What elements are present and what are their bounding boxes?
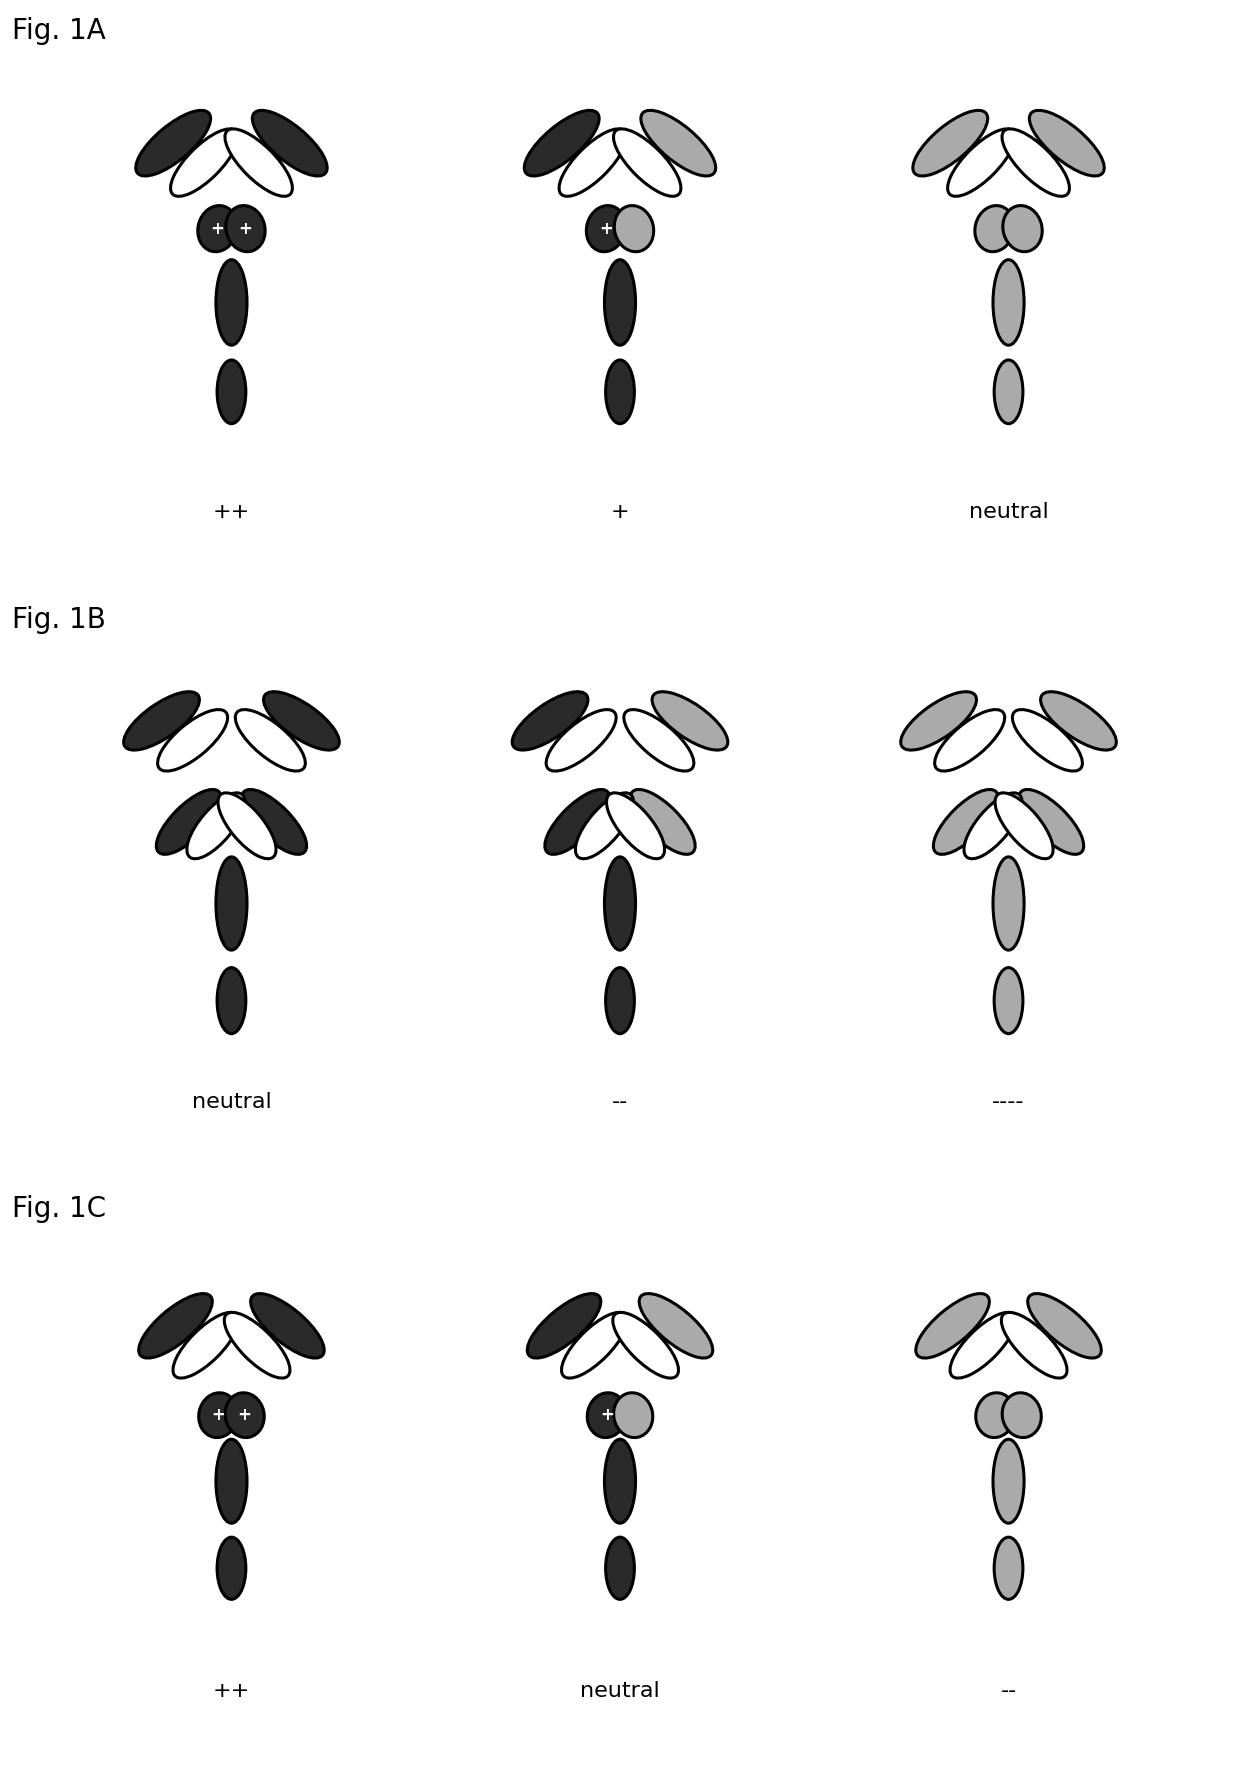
- Ellipse shape: [224, 1313, 290, 1379]
- Text: ----: ----: [992, 1091, 1024, 1111]
- Ellipse shape: [198, 1393, 238, 1438]
- Ellipse shape: [916, 1293, 990, 1357]
- Ellipse shape: [614, 1393, 652, 1438]
- Ellipse shape: [527, 1293, 601, 1357]
- Text: --: --: [1001, 1681, 1017, 1700]
- Ellipse shape: [994, 968, 1023, 1034]
- Ellipse shape: [512, 691, 588, 750]
- Ellipse shape: [993, 1440, 1024, 1523]
- Ellipse shape: [1028, 1293, 1101, 1357]
- Ellipse shape: [546, 709, 616, 772]
- Ellipse shape: [1002, 129, 1069, 196]
- Ellipse shape: [976, 1393, 1014, 1438]
- Ellipse shape: [139, 1293, 212, 1357]
- Text: +: +: [238, 1406, 252, 1423]
- Ellipse shape: [913, 111, 988, 177]
- Ellipse shape: [242, 789, 306, 854]
- Text: +: +: [238, 220, 253, 238]
- Text: neutral: neutral: [580, 1681, 660, 1700]
- Text: +: +: [599, 220, 613, 238]
- Ellipse shape: [216, 1440, 247, 1523]
- Ellipse shape: [226, 205, 265, 252]
- Ellipse shape: [630, 789, 696, 854]
- Ellipse shape: [264, 691, 340, 750]
- Ellipse shape: [614, 129, 681, 196]
- Ellipse shape: [950, 1313, 1016, 1379]
- Ellipse shape: [604, 259, 636, 345]
- Ellipse shape: [1029, 111, 1105, 177]
- Ellipse shape: [216, 857, 247, 950]
- Ellipse shape: [639, 1293, 713, 1357]
- Ellipse shape: [605, 968, 635, 1034]
- Ellipse shape: [172, 1313, 238, 1379]
- Ellipse shape: [575, 793, 634, 859]
- Ellipse shape: [1002, 1393, 1042, 1438]
- Ellipse shape: [217, 968, 246, 1034]
- Ellipse shape: [606, 793, 665, 859]
- Ellipse shape: [124, 691, 200, 750]
- Ellipse shape: [1040, 691, 1116, 750]
- Ellipse shape: [641, 111, 715, 177]
- Text: +: +: [610, 502, 630, 522]
- Ellipse shape: [525, 111, 599, 177]
- Ellipse shape: [994, 1538, 1023, 1598]
- Ellipse shape: [934, 789, 998, 854]
- Text: Fig. 1B: Fig. 1B: [12, 605, 107, 634]
- Ellipse shape: [1002, 1313, 1068, 1379]
- Text: neutral: neutral: [968, 502, 1048, 522]
- Ellipse shape: [250, 1293, 324, 1357]
- Ellipse shape: [1012, 709, 1083, 772]
- Ellipse shape: [217, 1538, 246, 1598]
- Text: +: +: [211, 1406, 226, 1423]
- Text: Fig. 1A: Fig. 1A: [12, 16, 107, 45]
- Ellipse shape: [216, 259, 247, 345]
- Text: --: --: [611, 1091, 629, 1111]
- Ellipse shape: [171, 129, 238, 196]
- Ellipse shape: [217, 361, 246, 423]
- Ellipse shape: [604, 1440, 636, 1523]
- Ellipse shape: [252, 111, 327, 177]
- Ellipse shape: [1019, 789, 1084, 854]
- Text: neutral: neutral: [192, 1091, 272, 1111]
- Ellipse shape: [613, 1313, 678, 1379]
- Ellipse shape: [562, 1313, 627, 1379]
- Ellipse shape: [588, 1393, 626, 1438]
- Ellipse shape: [544, 789, 610, 854]
- Text: Fig. 1C: Fig. 1C: [12, 1195, 107, 1223]
- Ellipse shape: [135, 111, 211, 177]
- Ellipse shape: [1003, 205, 1043, 252]
- Ellipse shape: [624, 709, 694, 772]
- Ellipse shape: [157, 709, 228, 772]
- Text: +: +: [600, 1406, 614, 1423]
- Text: ++: ++: [213, 502, 250, 522]
- Ellipse shape: [614, 205, 653, 252]
- Ellipse shape: [994, 793, 1053, 859]
- Ellipse shape: [197, 205, 237, 252]
- Ellipse shape: [559, 129, 626, 196]
- Ellipse shape: [963, 793, 1022, 859]
- Ellipse shape: [935, 709, 1004, 772]
- Ellipse shape: [605, 1538, 635, 1598]
- Ellipse shape: [604, 857, 636, 950]
- Ellipse shape: [587, 205, 626, 252]
- Ellipse shape: [226, 1393, 264, 1438]
- Ellipse shape: [652, 691, 728, 750]
- Ellipse shape: [218, 793, 277, 859]
- Text: ++: ++: [213, 1681, 250, 1700]
- Ellipse shape: [900, 691, 976, 750]
- Ellipse shape: [975, 205, 1014, 252]
- Ellipse shape: [993, 857, 1024, 950]
- Ellipse shape: [605, 361, 635, 423]
- Ellipse shape: [156, 789, 221, 854]
- Ellipse shape: [947, 129, 1016, 196]
- Ellipse shape: [224, 129, 293, 196]
- Ellipse shape: [994, 361, 1023, 423]
- Text: +: +: [211, 220, 224, 238]
- Ellipse shape: [236, 709, 305, 772]
- Ellipse shape: [993, 259, 1024, 345]
- Ellipse shape: [187, 793, 246, 859]
